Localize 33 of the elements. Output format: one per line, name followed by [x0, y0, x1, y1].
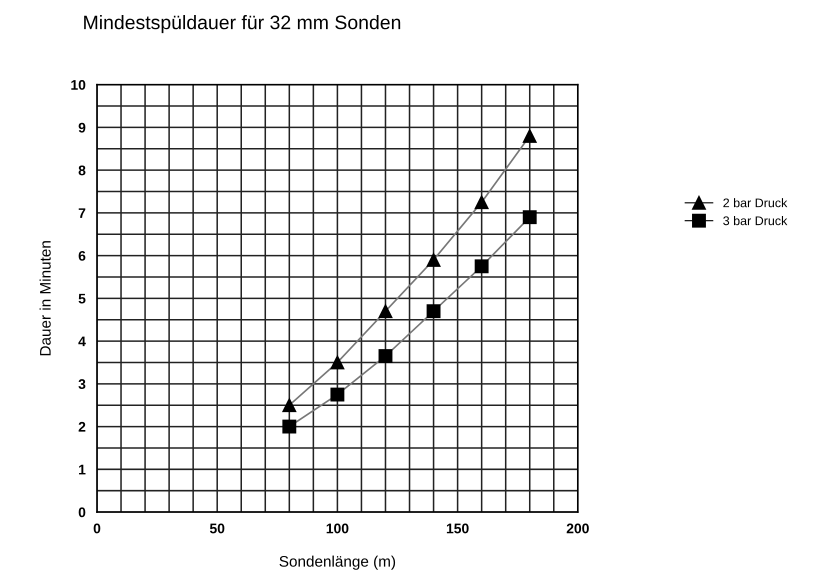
x-axis-title: Sondenlänge (m): [280, 556, 396, 570]
x-tick-label: 150: [446, 524, 469, 534]
y-tick-label: 6: [78, 250, 86, 261]
y-tick-label: 0: [78, 507, 86, 518]
point: [330, 356, 344, 370]
point: [378, 349, 392, 364]
point: [426, 304, 441, 318]
point: [330, 388, 344, 402]
x-tick-label: 50: [210, 524, 224, 534]
point: [522, 210, 537, 224]
point: [426, 252, 441, 267]
y-tick-label: 3: [78, 379, 86, 390]
chart-title: Mindestspüldauer für 32 mm Sonden: [84, 15, 400, 34]
point: [474, 259, 489, 274]
y-tick-label: 5: [78, 294, 86, 304]
y-tick-label: 4: [78, 336, 86, 346]
point: [474, 195, 489, 210]
y-tick-label: 7: [78, 208, 86, 218]
x-tick-label: 200: [566, 524, 589, 534]
point: [522, 129, 537, 143]
x-tick-label: 0: [94, 524, 100, 534]
legend-label: 3 bar Druck: [723, 216, 788, 226]
y-tick-label: 1: [79, 464, 86, 474]
y-tick-label: 10: [71, 80, 86, 90]
y-tick-label: 8: [78, 165, 86, 176]
point: [282, 420, 296, 434]
point: [282, 398, 296, 412]
y-tick-label: 2: [78, 422, 86, 432]
x-tick-label: 100: [326, 524, 348, 534]
legend-label: 2 bar Druck: [723, 198, 788, 208]
point: [378, 304, 392, 318]
y-tick-label: 9: [78, 122, 86, 133]
y-axis-title: Dauer in Minuten: [40, 241, 51, 356]
